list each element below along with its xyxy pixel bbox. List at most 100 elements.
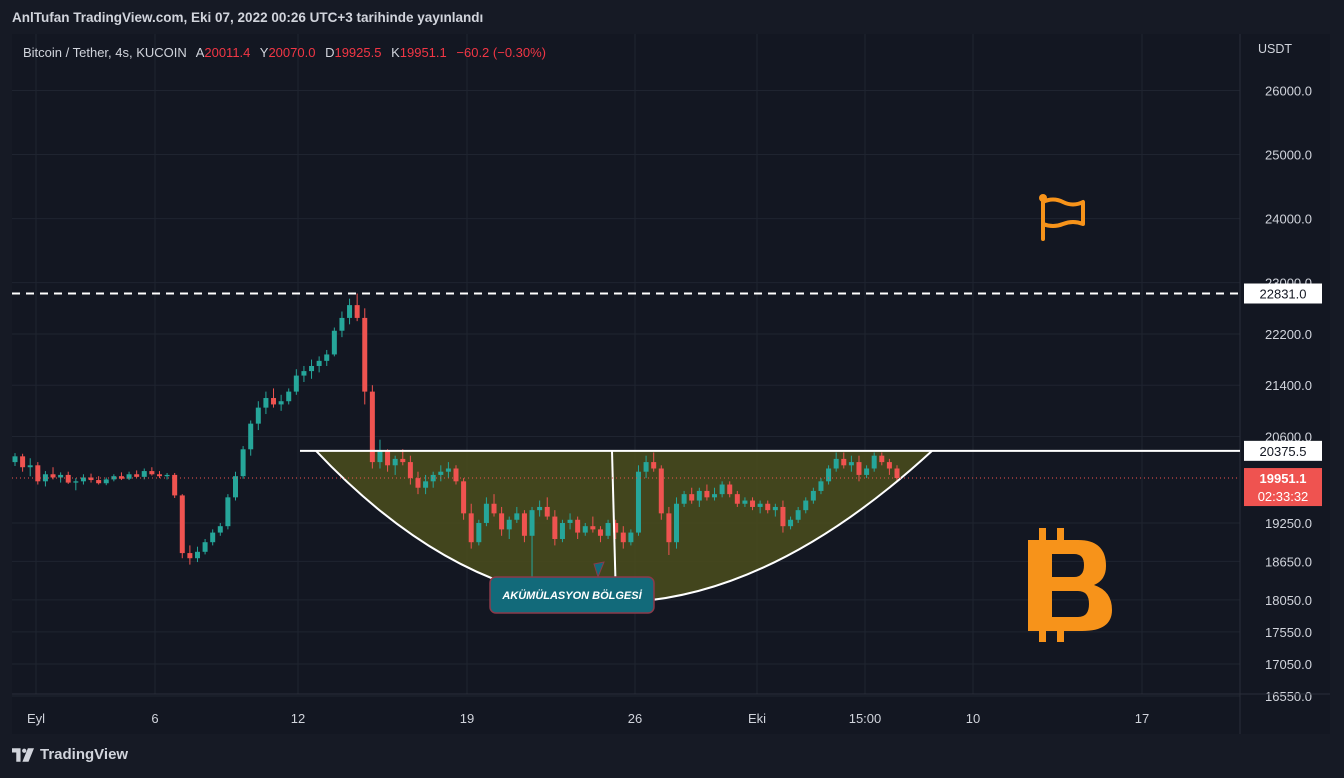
candle-body <box>696 490 702 501</box>
candle-body <box>111 476 117 480</box>
publish-header: AnlTufan TradingView.com, Eki 07, 2022 0… <box>12 10 484 25</box>
y-tick-label: 16550.0 <box>1265 689 1312 704</box>
candle-body <box>841 458 847 466</box>
candle-body <box>35 465 41 482</box>
candle-body <box>468 513 474 543</box>
candle-body <box>385 450 391 466</box>
x-tick-label: 26 <box>628 711 642 726</box>
candle-body <box>795 510 801 520</box>
y-tick-label: 25000.0 <box>1265 148 1312 163</box>
candle-body <box>506 519 512 530</box>
open-label: A <box>195 45 205 60</box>
candle-body <box>415 478 421 488</box>
candle-body <box>134 474 140 477</box>
candle-body <box>780 506 786 527</box>
candle-body <box>552 516 558 539</box>
candle-body <box>613 522 619 533</box>
candle-body <box>635 471 641 533</box>
brand-name: TradingView <box>40 746 129 763</box>
chart-pane[interactable]: Eyl 6 12 19 26 Eki 15:00 10 17 26000.0 25000.0 2400… <box>12 34 1330 734</box>
candle-body <box>80 477 86 482</box>
candle-body <box>377 450 383 463</box>
candle-body <box>347 305 353 318</box>
candle-body <box>719 484 725 495</box>
candle-body <box>187 553 193 559</box>
high-value: 20070.0 <box>268 45 316 60</box>
candle-body <box>339 317 345 331</box>
candle-body <box>689 494 695 501</box>
candle-body <box>58 474 64 478</box>
candle-body <box>263 398 269 408</box>
y-tick-label: 17550.0 <box>1265 625 1312 640</box>
candle-body <box>156 474 162 477</box>
candle-body <box>301 371 307 376</box>
level-price-text: 22831.0 <box>1260 287 1307 302</box>
candle-body <box>514 513 520 520</box>
candle-body <box>643 462 649 472</box>
candle-body <box>103 479 109 484</box>
candle-body <box>559 522 565 539</box>
candle-body <box>582 526 588 533</box>
candle-body <box>810 490 816 501</box>
candle-body <box>453 468 459 482</box>
symbol-name[interactable]: Bitcoin / Tether, 4s, KUCOIN <box>23 45 187 60</box>
candle-body <box>210 532 216 543</box>
y-tick-label: 22200.0 <box>1265 327 1312 342</box>
candle-body <box>712 494 718 498</box>
flag-icon[interactable] <box>1039 194 1085 241</box>
x-tick-label: Eki <box>748 711 766 726</box>
candle-body <box>400 458 406 463</box>
callout-pointer <box>593 561 605 579</box>
candle-body <box>871 455 877 469</box>
last-price-countdown: 02:33:32 <box>1258 489 1309 504</box>
x-tick-label: Eyl <box>27 711 45 726</box>
candle-body <box>324 354 330 361</box>
candle-body <box>567 519 573 523</box>
x-tick-label: 6 <box>151 711 158 726</box>
footer-brand[interactable]: TradingView <box>12 746 128 763</box>
currency-label[interactable]: USDT <box>1258 42 1293 56</box>
bitcoin-logo-icon <box>1028 528 1112 642</box>
candle-body <box>590 526 596 530</box>
candle-body <box>369 391 375 463</box>
candle-body <box>894 468 900 479</box>
candle-body <box>605 522 611 536</box>
candle-body <box>476 522 482 543</box>
candle-body <box>666 513 672 543</box>
x-tick-label: 17 <box>1135 711 1149 726</box>
y-tick-label: 19250.0 <box>1265 516 1312 531</box>
candle-body <box>628 532 634 543</box>
candle-body <box>491 503 497 514</box>
candle-body <box>179 495 185 554</box>
close-label: K <box>391 45 400 60</box>
y-tick-label: 17050.0 <box>1265 657 1312 672</box>
candle-body <box>407 462 413 479</box>
level-price-badge <box>1244 440 1322 461</box>
candle-body <box>42 474 48 482</box>
level-price-text: 20375.5 <box>1260 444 1307 459</box>
candle-body <box>248 423 254 450</box>
candle-body <box>65 474 71 483</box>
candle-body <box>461 481 467 514</box>
candle-body <box>96 480 102 484</box>
candle-body <box>499 513 505 530</box>
candle-body <box>651 462 657 469</box>
callout-label: AKÜMÜLASYON BÖLGESİ <box>501 589 642 602</box>
last-price-value: 19951.1 <box>1260 471 1307 486</box>
y-tick-label: 24000.0 <box>1265 212 1312 227</box>
candle-body <box>240 449 246 477</box>
candle-body <box>772 506 778 511</box>
open-value: 20011.4 <box>204 45 251 60</box>
candle-body <box>27 465 33 468</box>
candle-body <box>856 462 862 475</box>
candlestick-chart[interactable]: Eyl 6 12 19 26 Eki 15:00 10 17 26000.0 25000.0 2400… <box>12 34 1330 734</box>
candle-body <box>445 468 451 472</box>
candle-body <box>331 330 337 355</box>
candle-body <box>50 474 56 478</box>
candle-body <box>278 401 284 405</box>
candle-body <box>742 500 748 504</box>
candle-body <box>864 468 870 475</box>
candle-body <box>727 484 733 495</box>
low-label: D <box>325 45 335 60</box>
y-tick-label: 26000.0 <box>1265 83 1312 98</box>
